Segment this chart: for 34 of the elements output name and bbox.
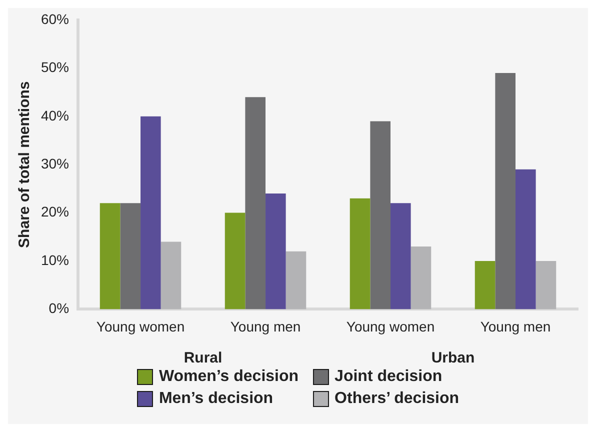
bar	[350, 198, 370, 310]
x-tick-label: Young women	[96, 318, 185, 334]
legend-label: Men’s decision	[158, 390, 274, 408]
bar	[536, 261, 556, 310]
y-tick-label: 60%	[40, 10, 70, 27]
bar	[100, 203, 120, 310]
x-tick-label: Young men	[230, 318, 301, 334]
bar	[245, 97, 266, 310]
text: Urban	[431, 350, 475, 367]
bar	[160, 242, 182, 310]
y-tick-label: 10%	[40, 252, 70, 268]
y-tick-label: 50%	[40, 59, 70, 76]
y-tick-label: 40%	[40, 107, 70, 124]
bar	[120, 203, 141, 310]
bar	[266, 194, 286, 310]
bar	[474, 261, 496, 310]
y-axis-title: Share of total mentions	[16, 81, 34, 248]
bar	[286, 251, 306, 310]
bar	[390, 203, 411, 310]
bar	[224, 212, 246, 310]
bar	[410, 246, 432, 310]
x-tick-label: Young men	[480, 318, 551, 334]
y-tick-label: 20%	[40, 204, 70, 220]
legend-label: Joint decision	[334, 368, 442, 386]
x-tick-label: Young women	[346, 318, 435, 334]
bar	[140, 116, 161, 310]
bar	[370, 121, 391, 310]
text: Rural	[184, 350, 222, 367]
bar	[495, 73, 516, 310]
legend-label: Others’ decision	[334, 390, 460, 408]
y-tick-label: 30%	[40, 155, 70, 172]
y-tick-label: 0%	[48, 300, 70, 316]
legend-label: Women’s decision	[158, 368, 299, 386]
bar	[516, 169, 536, 310]
